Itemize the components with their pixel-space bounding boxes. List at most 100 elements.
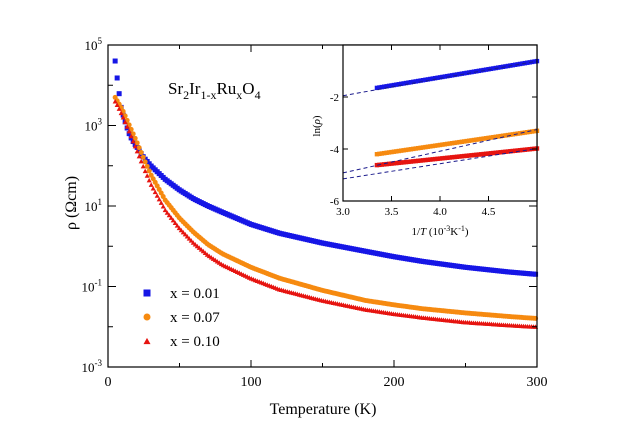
inset-data-point [423,77,428,82]
inset-x-tick-label: 4.0 [433,206,447,218]
inset-data-point [464,70,469,76]
inset-data-point [491,150,496,156]
data-point [180,229,186,235]
inset-data-point [476,68,481,74]
inset-data-point [500,133,506,138]
inset-data-point [488,135,494,140]
inset-data-point [454,140,460,145]
data-point [134,148,140,154]
inset-data-point [486,135,491,141]
inset-data-point [394,82,399,87]
inset-data-point [469,138,474,143]
inset-data-point [382,84,387,89]
legend-label: x = 0.10 [170,334,220,350]
data-point [170,217,176,223]
x-tick-label: 100 [241,375,262,390]
data-point [144,163,150,169]
inset-data-point [510,62,515,68]
inset-data-point [428,157,433,162]
data-point [120,114,126,120]
inset-data-point [457,71,462,77]
legend-label: x = 0.01 [170,286,220,302]
inset-data-point [391,82,397,88]
inset-data-point [379,151,384,156]
inset-data-point [399,81,404,87]
data-point [188,238,194,243]
inset-data-point [474,137,479,142]
inset-data-point [391,149,397,154]
inset-data-point [508,132,513,137]
series-x-0-07 [112,94,539,321]
x-tick-label: 0 [105,375,112,390]
inset-y-tick-label: -6 [330,196,340,208]
inset-data-point [396,148,401,154]
y-axis-label: ρ (Ωcm) [63,176,80,230]
inset-data-point [486,67,491,72]
inset-data-point [408,80,414,85]
main-plot: x = 0.01 x = 0.07 x = 0.10 Sr2Ir1-xRuxO4 0… [63,36,548,418]
inset-data-point [428,144,433,149]
data-point [152,189,158,195]
inset-data-point [525,130,530,135]
inset-data-point [481,136,486,141]
inset-data-point [399,160,404,165]
x-axis-label: Temperature (K) [270,401,377,418]
inset-data-point [466,153,472,158]
inset-data-point [437,75,443,80]
inset-data-point [512,62,518,67]
inset-data-point [452,72,457,78]
inset-data-point [462,153,467,159]
inset-data-point [423,157,428,163]
inset-data-point [503,133,508,138]
inset-data-point [430,157,435,162]
inset-data-point [386,161,392,167]
inset-fit-line [342,147,538,180]
inset-data-point [469,153,474,158]
main-axes: 0 100 200 300 10-3 10-1 101 103 105 [82,36,548,390]
inset-data-point [476,152,481,157]
data-point [138,158,144,164]
inset-data-point [520,147,525,153]
inset-data-point [483,136,489,141]
data-point [162,207,168,213]
inset-data-point [447,141,452,146]
data-point [136,148,142,154]
data-point [112,99,118,104]
inset-data-point [493,134,498,140]
inset-data-point [515,148,520,153]
data-point [118,110,124,116]
inset-fit-line [342,60,538,97]
inset-data-point [459,71,465,76]
inset-data-point [382,162,387,167]
data-point [138,149,144,155]
inset-data-point [496,134,501,139]
inset-data-point [532,59,537,64]
inset-data-point [510,132,515,137]
y-tick-label: 101 [85,197,103,214]
data-point [178,227,184,233]
inset-data-point [466,138,472,143]
inset-data-marks [342,58,540,180]
data-point [150,185,156,191]
inset-data-point [440,156,445,161]
inset-data-point [454,72,460,77]
inset-data-point [522,147,528,152]
data-point [134,140,140,146]
data-point [126,128,132,134]
inset-data-point [471,137,477,143]
inset-data-point [411,159,416,164]
data-point [140,154,146,160]
data-point [186,236,192,241]
inset-data-point [435,156,440,162]
legend: x = 0.01 x = 0.07 x = 0.10 [143,286,220,350]
inset-data-point [430,143,435,149]
data-point [146,177,152,183]
inset-data-point [493,150,498,155]
inset-data-point [403,147,409,153]
inset-y-axis-label: ln(ρ) [311,115,323,137]
inset-data-point [505,132,511,138]
inset-data-point [394,149,399,154]
inset-data-point [394,160,399,166]
inset-data-point [425,144,431,149]
inset-data-point [517,148,523,153]
